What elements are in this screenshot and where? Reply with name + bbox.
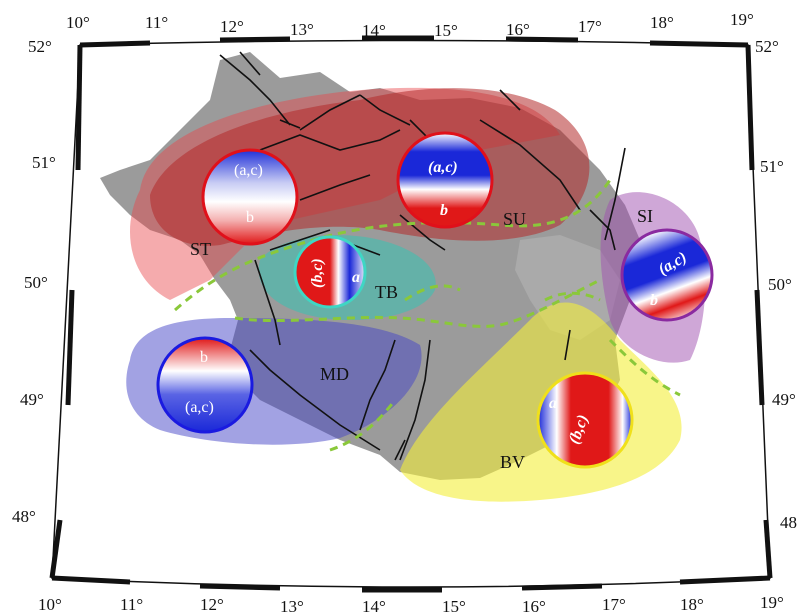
lat-tick-left-50: 50° xyxy=(24,273,48,292)
lon-tick-top-18: 18° xyxy=(650,13,674,32)
lon-tick-bottom-11: 11° xyxy=(120,595,143,614)
ball-ST-ring xyxy=(201,148,299,246)
lat-tick-right-49: 49° xyxy=(772,390,796,409)
lon-tick-top-15: 15° xyxy=(434,21,458,40)
ball-SU: (a,c) b xyxy=(396,131,494,229)
lon-tick-top-14: 14° xyxy=(362,21,386,40)
region-label-SI: SI xyxy=(637,206,653,226)
lon-ticks-bottom: 10° 11° 12° 13° 14° 15° 16° 17° 18° 19° xyxy=(38,593,784,614)
ball-TB: (b,c) a xyxy=(293,235,367,309)
lat-tick-right-51: 51° xyxy=(760,157,784,176)
ball-ST-label-bottom: b xyxy=(246,209,254,226)
lon-tick-top-17: 17° xyxy=(578,17,602,36)
lat-tick-right-48: 48 xyxy=(780,513,797,532)
region-label-SU: SU xyxy=(503,209,526,229)
lon-tick-bottom-12: 12° xyxy=(200,595,224,614)
ball-BV: a (b,c) xyxy=(536,371,634,469)
lon-tick-bottom-13: 13° xyxy=(280,597,304,614)
lat-ticks-right: 52° 51° 50° 49° 48 xyxy=(755,37,797,532)
ball-MD-ring xyxy=(156,336,254,434)
region-boundaries xyxy=(174,179,681,452)
lon-tick-top-11: 11° xyxy=(145,13,168,32)
lon-tick-top-16: 16° xyxy=(506,20,530,39)
ball-ST-label-top: (a,c) xyxy=(234,162,263,179)
lon-tick-bottom-17: 17° xyxy=(602,595,626,614)
lon-tick-top-13: 13° xyxy=(290,20,314,39)
lat-tick-left-49: 49° xyxy=(20,390,44,409)
region-label-TB: TB xyxy=(375,282,398,302)
lat-tick-left-52: 52° xyxy=(28,37,52,56)
lon-tick-bottom-16: 16° xyxy=(522,597,546,614)
lon-tick-bottom-14: 14° xyxy=(362,597,386,614)
lon-tick-bottom-18: 18° xyxy=(680,595,704,614)
lon-tick-top-12: 12° xyxy=(220,17,244,36)
lat-tick-right-52: 52° xyxy=(755,37,779,56)
ball-SU-label-bottom: b xyxy=(440,202,448,219)
ball-SI-label-bottom: b xyxy=(650,292,658,309)
lon-tick-bottom-10: 10° xyxy=(38,595,62,614)
region-label-ST: ST xyxy=(190,239,211,259)
lat-tick-right-50: 50° xyxy=(768,275,792,294)
lat-ticks-left: 52° 51° 50° 49° 48° xyxy=(12,37,56,526)
ball-MD: b (a,c) xyxy=(156,336,254,434)
ball-TB-label-left: (b,c) xyxy=(309,258,326,288)
ball-MD-label-top: b xyxy=(200,349,208,366)
lon-tick-bottom-15: 15° xyxy=(442,597,466,614)
lon-tick-top-10: 10° xyxy=(66,13,90,32)
ball-SI-ring xyxy=(620,228,714,322)
lat-tick-left-51: 51° xyxy=(32,153,56,172)
ball-TB-ring xyxy=(293,235,367,309)
lat-tick-left-48: 48° xyxy=(12,507,36,526)
region-label-MD: MD xyxy=(320,364,349,384)
ball-BV-label-left: a xyxy=(549,395,557,412)
ball-SI: (a,c) b xyxy=(620,228,714,322)
frame-edge-bars xyxy=(49,35,773,593)
ball-SU-ring xyxy=(396,131,494,229)
ball-BV-ring xyxy=(536,371,634,469)
lon-tick-top-19: 19° xyxy=(730,10,754,29)
lon-ticks-top: 10° 11° 12° 13° 14° 15° 16° 17° 18° 19° xyxy=(66,10,754,40)
ball-ST: (a,c) b xyxy=(201,148,299,246)
ball-TB-label-right: a xyxy=(352,269,360,286)
fault-lines xyxy=(219,51,626,461)
ball-SU-label-top: (a,c) xyxy=(428,159,458,176)
region-label-BV: BV xyxy=(500,452,525,472)
ball-MD-label-bottom: (a,c) xyxy=(185,399,214,416)
lon-tick-bottom-19: 19° xyxy=(760,593,784,612)
